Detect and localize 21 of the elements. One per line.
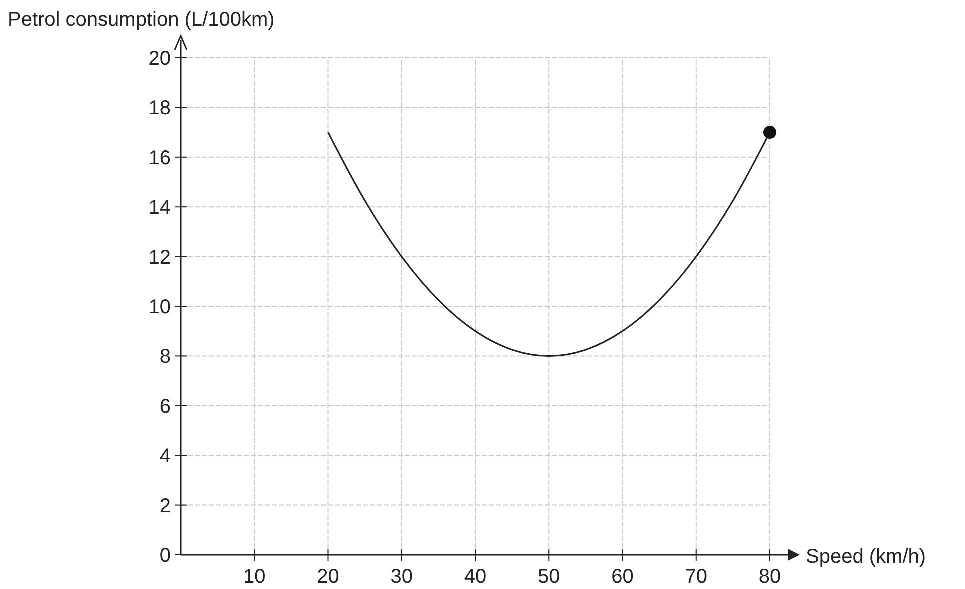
x-tick-label: 70 (685, 566, 708, 588)
y-tick-label: 6 (160, 396, 171, 418)
y-tick-label: 8 (160, 346, 171, 368)
x-tick-label: 50 (538, 566, 560, 588)
y-tick-label: 4 (160, 446, 171, 468)
x-tick-label: 40 (464, 566, 487, 588)
x-tick-label: 20 (317, 566, 340, 588)
x-tick-label: 30 (390, 566, 413, 588)
x-tick-label: 60 (612, 566, 634, 588)
y-tick-label: 12 (148, 246, 171, 269)
y-tick-label: 18 (148, 98, 171, 120)
y-tick-label: 16 (148, 147, 171, 170)
x-tick-label: 80 (758, 566, 782, 588)
x-tick-label: 10 (244, 566, 266, 588)
y-tick-label: 14 (148, 197, 171, 220)
y-axis-title: Petrol consumption (L/100km) (8, 9, 275, 31)
y-tick-label: 10 (148, 296, 171, 318)
y-tick-label: 20 (148, 48, 171, 70)
y-tick-label: 0 (160, 545, 171, 567)
y-tick-label: 2 (160, 495, 171, 518)
x-axis-title: Speed (km/h) (806, 546, 926, 568)
